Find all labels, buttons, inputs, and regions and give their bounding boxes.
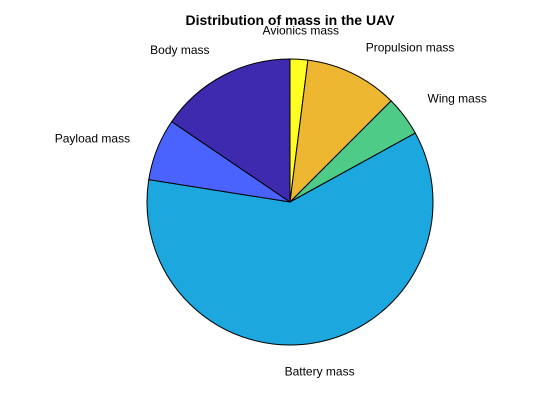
pie-label-payload-mass: Payload mass bbox=[55, 132, 130, 146]
pie-label-propulsion-mass: Propulsion mass bbox=[366, 41, 455, 55]
pie-label-avionics-mass: Avionics mass bbox=[263, 23, 339, 37]
pie-label-wing-mass: Wing mass bbox=[428, 92, 487, 106]
pie-label-body-mass: Body mass bbox=[150, 43, 209, 57]
pie-slices bbox=[147, 59, 433, 345]
pie-label-battery-mass: Battery mass bbox=[285, 364, 355, 378]
